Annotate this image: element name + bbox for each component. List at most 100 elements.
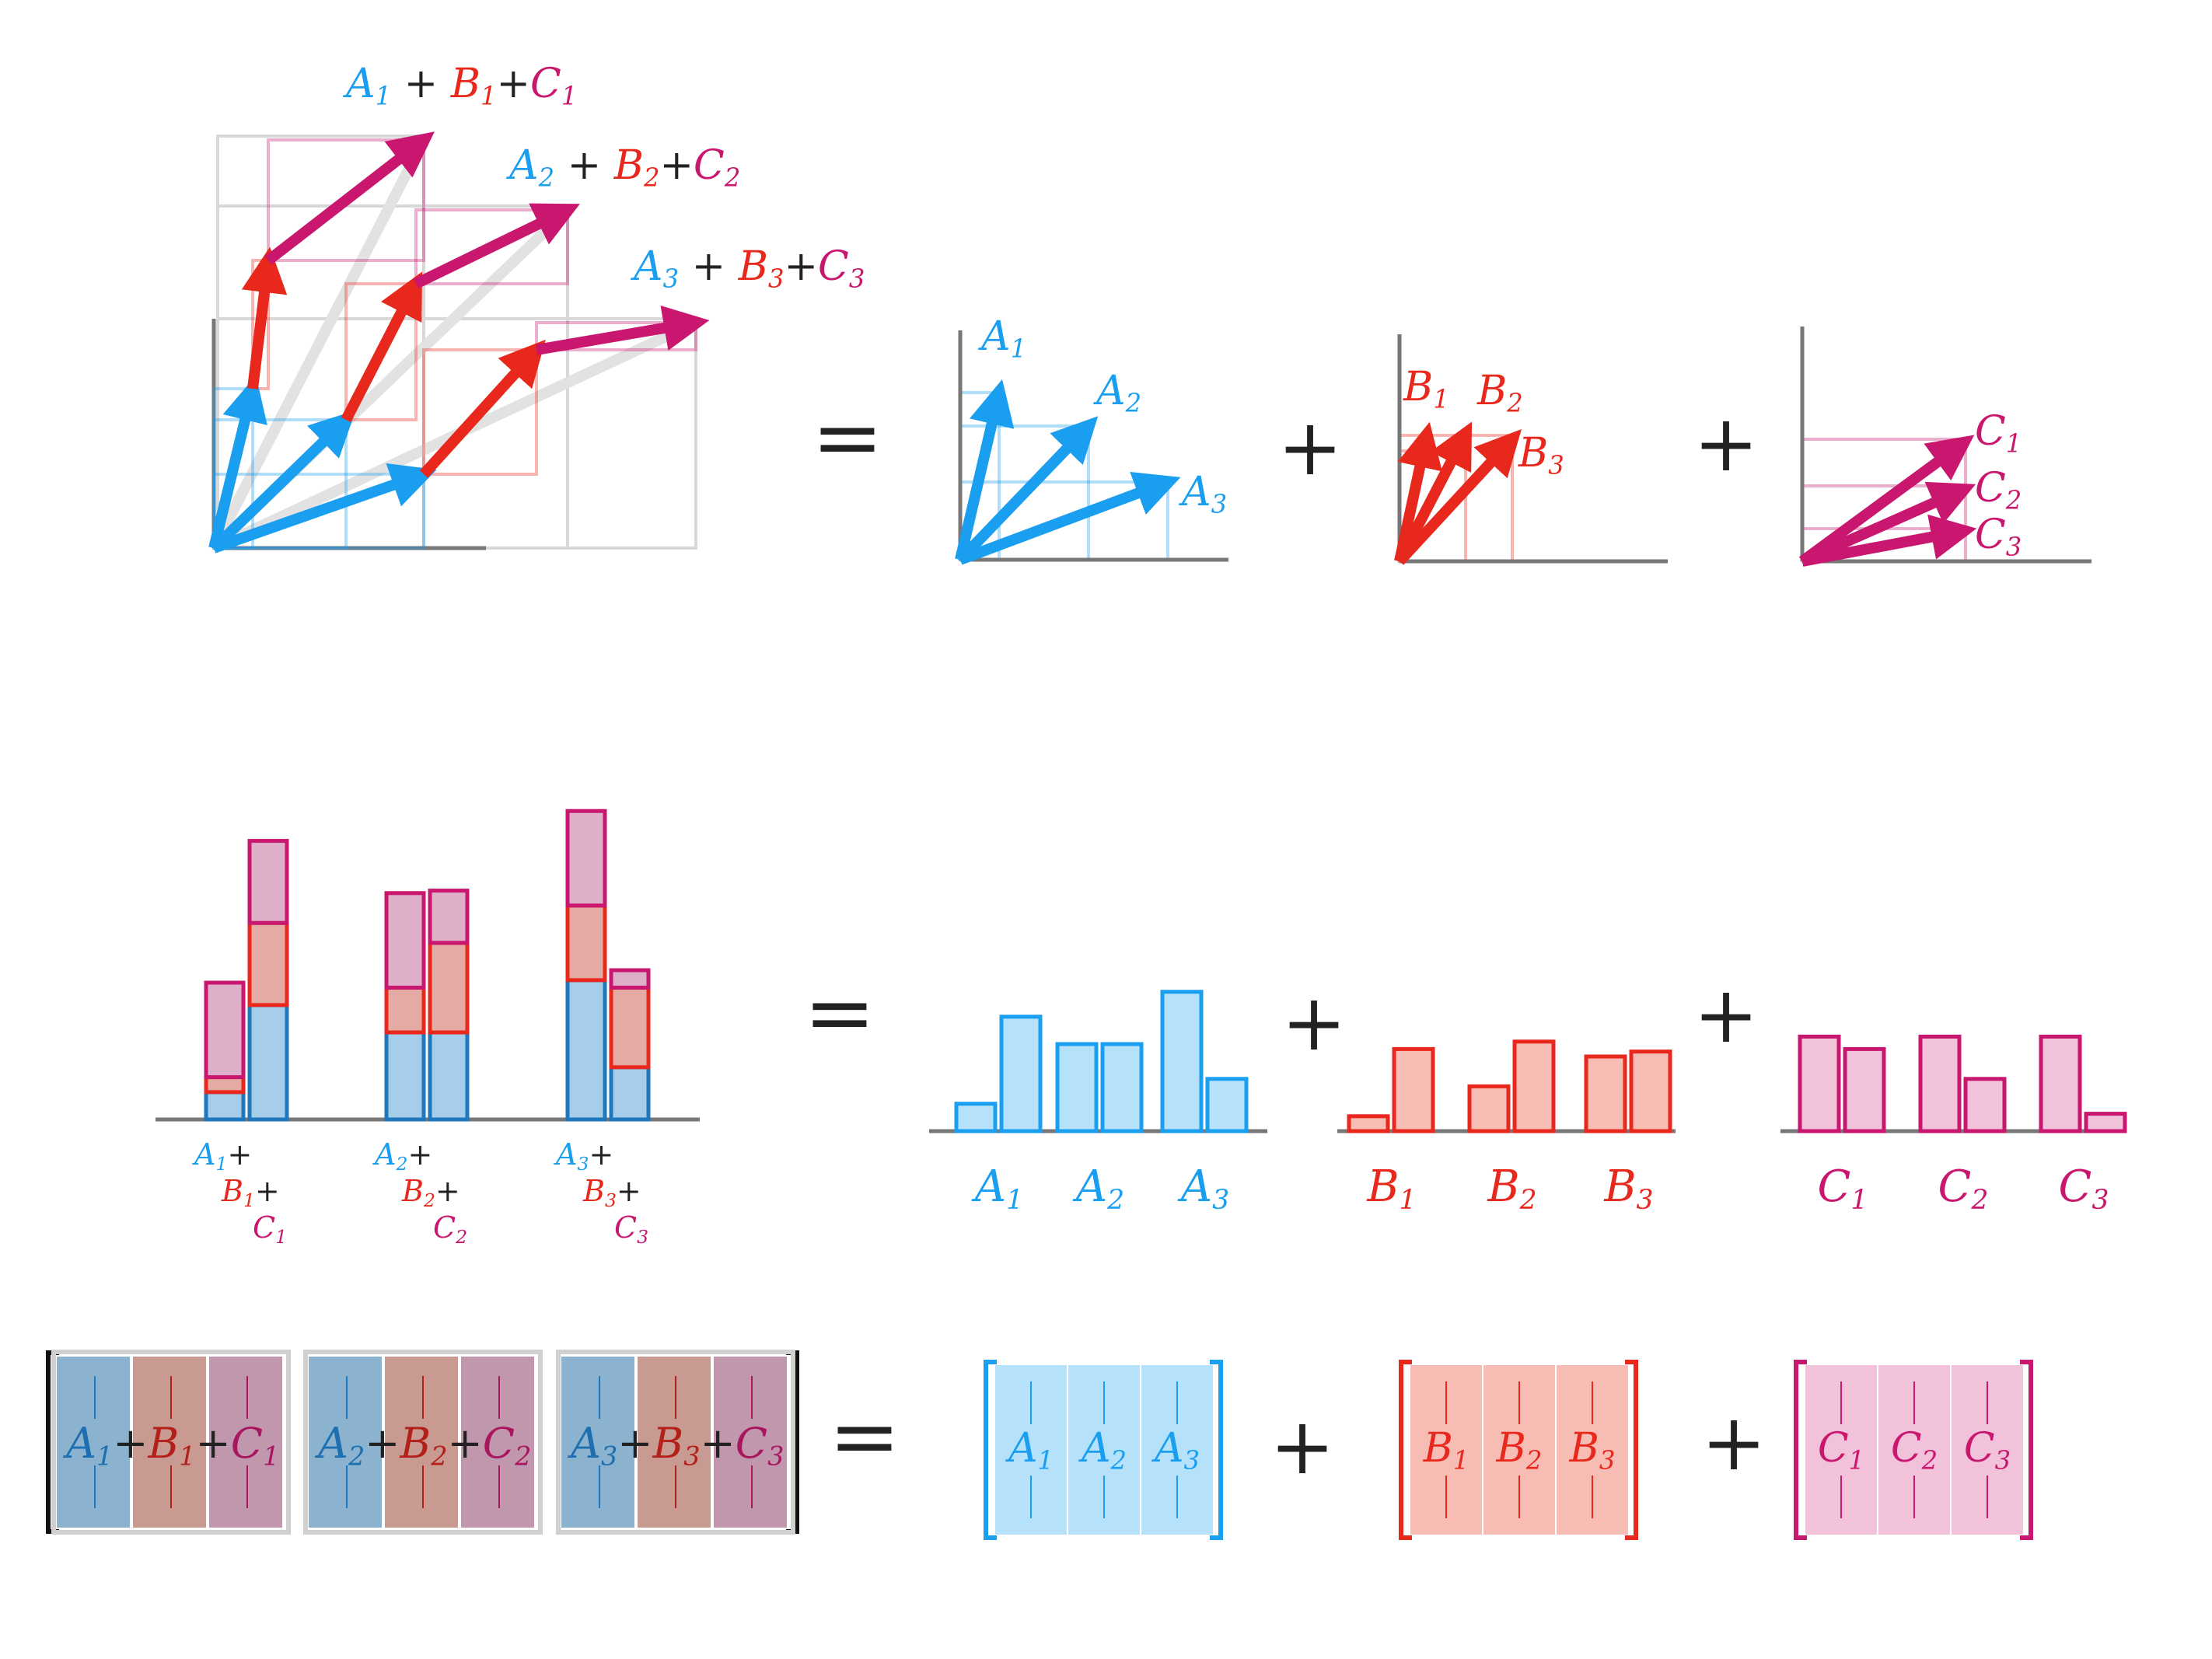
bar-c — [1963, 1077, 2007, 1133]
stacked-bar-b — [609, 985, 651, 1070]
bar-a-plot: A1 A2 A3 — [929, 990, 1267, 1216]
vector-arrow — [208, 375, 267, 550]
label-part: B — [1603, 1161, 1636, 1212]
subscript: 3 — [1212, 1185, 1229, 1216]
label-part: B — [401, 1174, 424, 1208]
label-part: B — [1487, 1161, 1519, 1212]
label-part: A — [978, 313, 1011, 360]
label-part: + — [617, 1419, 652, 1468]
stacked-bar-a — [384, 1030, 426, 1122]
column-label: C1 — [1818, 1425, 1864, 1475]
subscript: 3 — [1548, 450, 1564, 480]
b-component-box — [344, 282, 418, 421]
subscript: 1 — [1850, 1185, 1868, 1216]
label-part: + — [659, 142, 694, 189]
bar-sum-label: C1 — [253, 1210, 287, 1248]
label-part: A — [1078, 1425, 1111, 1472]
subscript: 2 — [1106, 1185, 1124, 1216]
b-component-box — [422, 348, 538, 476]
column-sum-label: A1+B1+C1 — [62, 1419, 279, 1472]
subscript: 2 — [724, 162, 741, 192]
label-part: A — [343, 61, 376, 107]
column-cell — [385, 1357, 458, 1528]
bar-sum-label: B3+ — [582, 1174, 641, 1211]
subscript: 3 — [767, 1441, 784, 1472]
vector-arrow — [1394, 421, 1473, 564]
label-part: + — [113, 1419, 148, 1468]
label-part: + — [589, 1137, 613, 1172]
bar-sum-label: C3 — [614, 1210, 648, 1248]
vector-arrow — [211, 463, 437, 554]
label-part: + — [784, 243, 818, 290]
bar-b-label: B2 — [1487, 1161, 1536, 1216]
bar-sum-label: B2+ — [401, 1174, 460, 1211]
column-cell — [461, 1357, 534, 1528]
subscript: 1 — [1006, 1185, 1023, 1216]
subscript: 2 — [1921, 1445, 1938, 1475]
subscript: 2 — [1519, 1185, 1537, 1216]
bar-b — [1584, 1054, 1627, 1133]
a-vector-label: A1 — [978, 313, 1026, 363]
subscript: 2 — [1970, 1185, 1988, 1216]
bar-b — [1392, 1046, 1435, 1133]
label-part: C — [1818, 1425, 1849, 1472]
column-cell — [209, 1357, 282, 1528]
stacked-bar-c — [247, 839, 289, 925]
plus-sign: + — [1693, 969, 1759, 1060]
bar-b — [1347, 1114, 1390, 1133]
bar-b-label: B3 — [1603, 1161, 1653, 1216]
label-part: A — [1072, 1161, 1107, 1212]
stacked-bar-a — [428, 1030, 470, 1122]
label-part: C — [1975, 408, 2006, 455]
stacked-bar-c — [609, 968, 651, 990]
stacked-bar-c — [565, 809, 607, 908]
subscript: 2 — [2005, 485, 2022, 515]
subscript: 2 — [1525, 1445, 1543, 1475]
c-component-box — [414, 208, 569, 285]
bar-sum-label: A2+ — [372, 1137, 432, 1175]
plus-sign: + — [1270, 1401, 1335, 1492]
vector-arrow — [958, 471, 1181, 565]
bar-a — [1205, 1077, 1249, 1133]
column-label: A3 — [1151, 1425, 1200, 1475]
label-part: C — [1964, 1425, 1995, 1472]
c-component-box — [267, 138, 425, 262]
label-part: C — [736, 1419, 767, 1468]
vector-arrow — [535, 305, 710, 355]
subscript: 2 — [395, 1153, 407, 1175]
column-group — [51, 1350, 291, 1535]
plus-sign: + — [1701, 1397, 1766, 1488]
sum-vector-label: A1 + B1+C1 — [343, 61, 577, 110]
plus-sign: + — [1281, 977, 1347, 1068]
subscript: 1 — [243, 1189, 255, 1211]
label-part: B — [450, 61, 480, 107]
bar-c — [1798, 1034, 1841, 1133]
label-part: C — [1975, 512, 2006, 558]
subscript: 1 — [1038, 1445, 1054, 1475]
bar-c-plot: C1 C2 C3 — [1780, 1034, 2127, 1216]
label-part: B — [400, 1419, 432, 1468]
sum-vector-label: A2 + B2+C2 — [506, 142, 740, 192]
column-group — [303, 1350, 543, 1535]
bar-c — [1918, 1034, 1962, 1133]
label-part: B — [148, 1419, 180, 1468]
label-part: C — [1975, 465, 2006, 512]
column-label: C3 — [1964, 1425, 2011, 1475]
subscript: 2 — [455, 1226, 467, 1248]
label-part: B — [221, 1174, 243, 1208]
subscript: 1 — [275, 1226, 287, 1248]
c-vector-label: C1 — [1975, 408, 2022, 458]
subscript: 3 — [2006, 532, 2022, 561]
label-part: + — [365, 1419, 400, 1468]
b-vector-label: B3 — [1518, 430, 1564, 480]
label-part: C — [433, 1210, 456, 1245]
label-part: + — [679, 243, 739, 290]
label-part: B — [1403, 364, 1433, 410]
bar-a — [1160, 990, 1204, 1133]
left-bracket — [1399, 1360, 1412, 1540]
subscript: 1 — [1453, 1445, 1469, 1475]
subscript: 3 — [1637, 1185, 1654, 1216]
